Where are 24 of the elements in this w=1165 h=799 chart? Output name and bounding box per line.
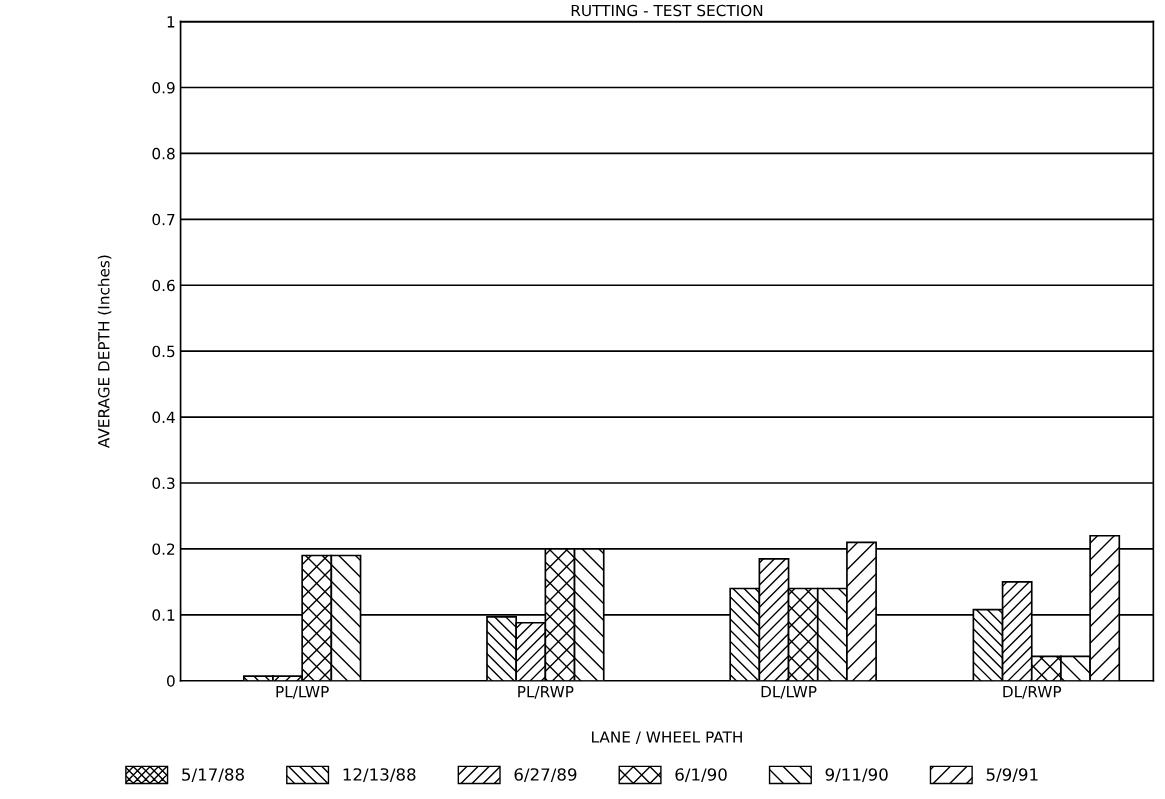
x-tick-label: PL/LWP: [276, 686, 329, 699]
x-tick-label: DL/LWP: [761, 686, 817, 699]
legend-label: 6/27/89: [514, 768, 577, 783]
legend-label: 5/17/88: [182, 768, 244, 783]
y-tick-label: 0: [167, 675, 175, 687]
legend-label: 9/11/90: [825, 768, 888, 783]
y-tick-label: 0.1: [152, 609, 175, 621]
y-tick-label: 0.6: [152, 279, 175, 292]
legend-label: 6/1/90: [675, 768, 727, 783]
legend-label: 5/9/91: [986, 768, 1038, 783]
y-tick-label: 0.7: [152, 213, 175, 226]
x-axis-title: LANE / WHEEL PATH: [592, 731, 742, 744]
y-tick-label: 0.5: [152, 345, 175, 358]
y-tick-label: 0.4: [152, 411, 175, 424]
x-tick-label: DL/RWP: [1003, 686, 1062, 699]
y-tick-label: 0.8: [152, 147, 175, 160]
y-axis-title: AVERAGE DEPTH (Inches): [97, 255, 112, 449]
x-tick-label: PL/RWP: [518, 686, 574, 699]
legend-label: 12/13/88: [343, 768, 416, 783]
y-tick-label: 0.2: [152, 543, 175, 555]
chart-title: RUTTING - TEST SECTION: [571, 4, 763, 17]
y-tick-label: 0.3: [152, 477, 175, 490]
y-tick-label: 0.9: [152, 81, 175, 94]
y-tick-label: 1: [167, 16, 175, 28]
